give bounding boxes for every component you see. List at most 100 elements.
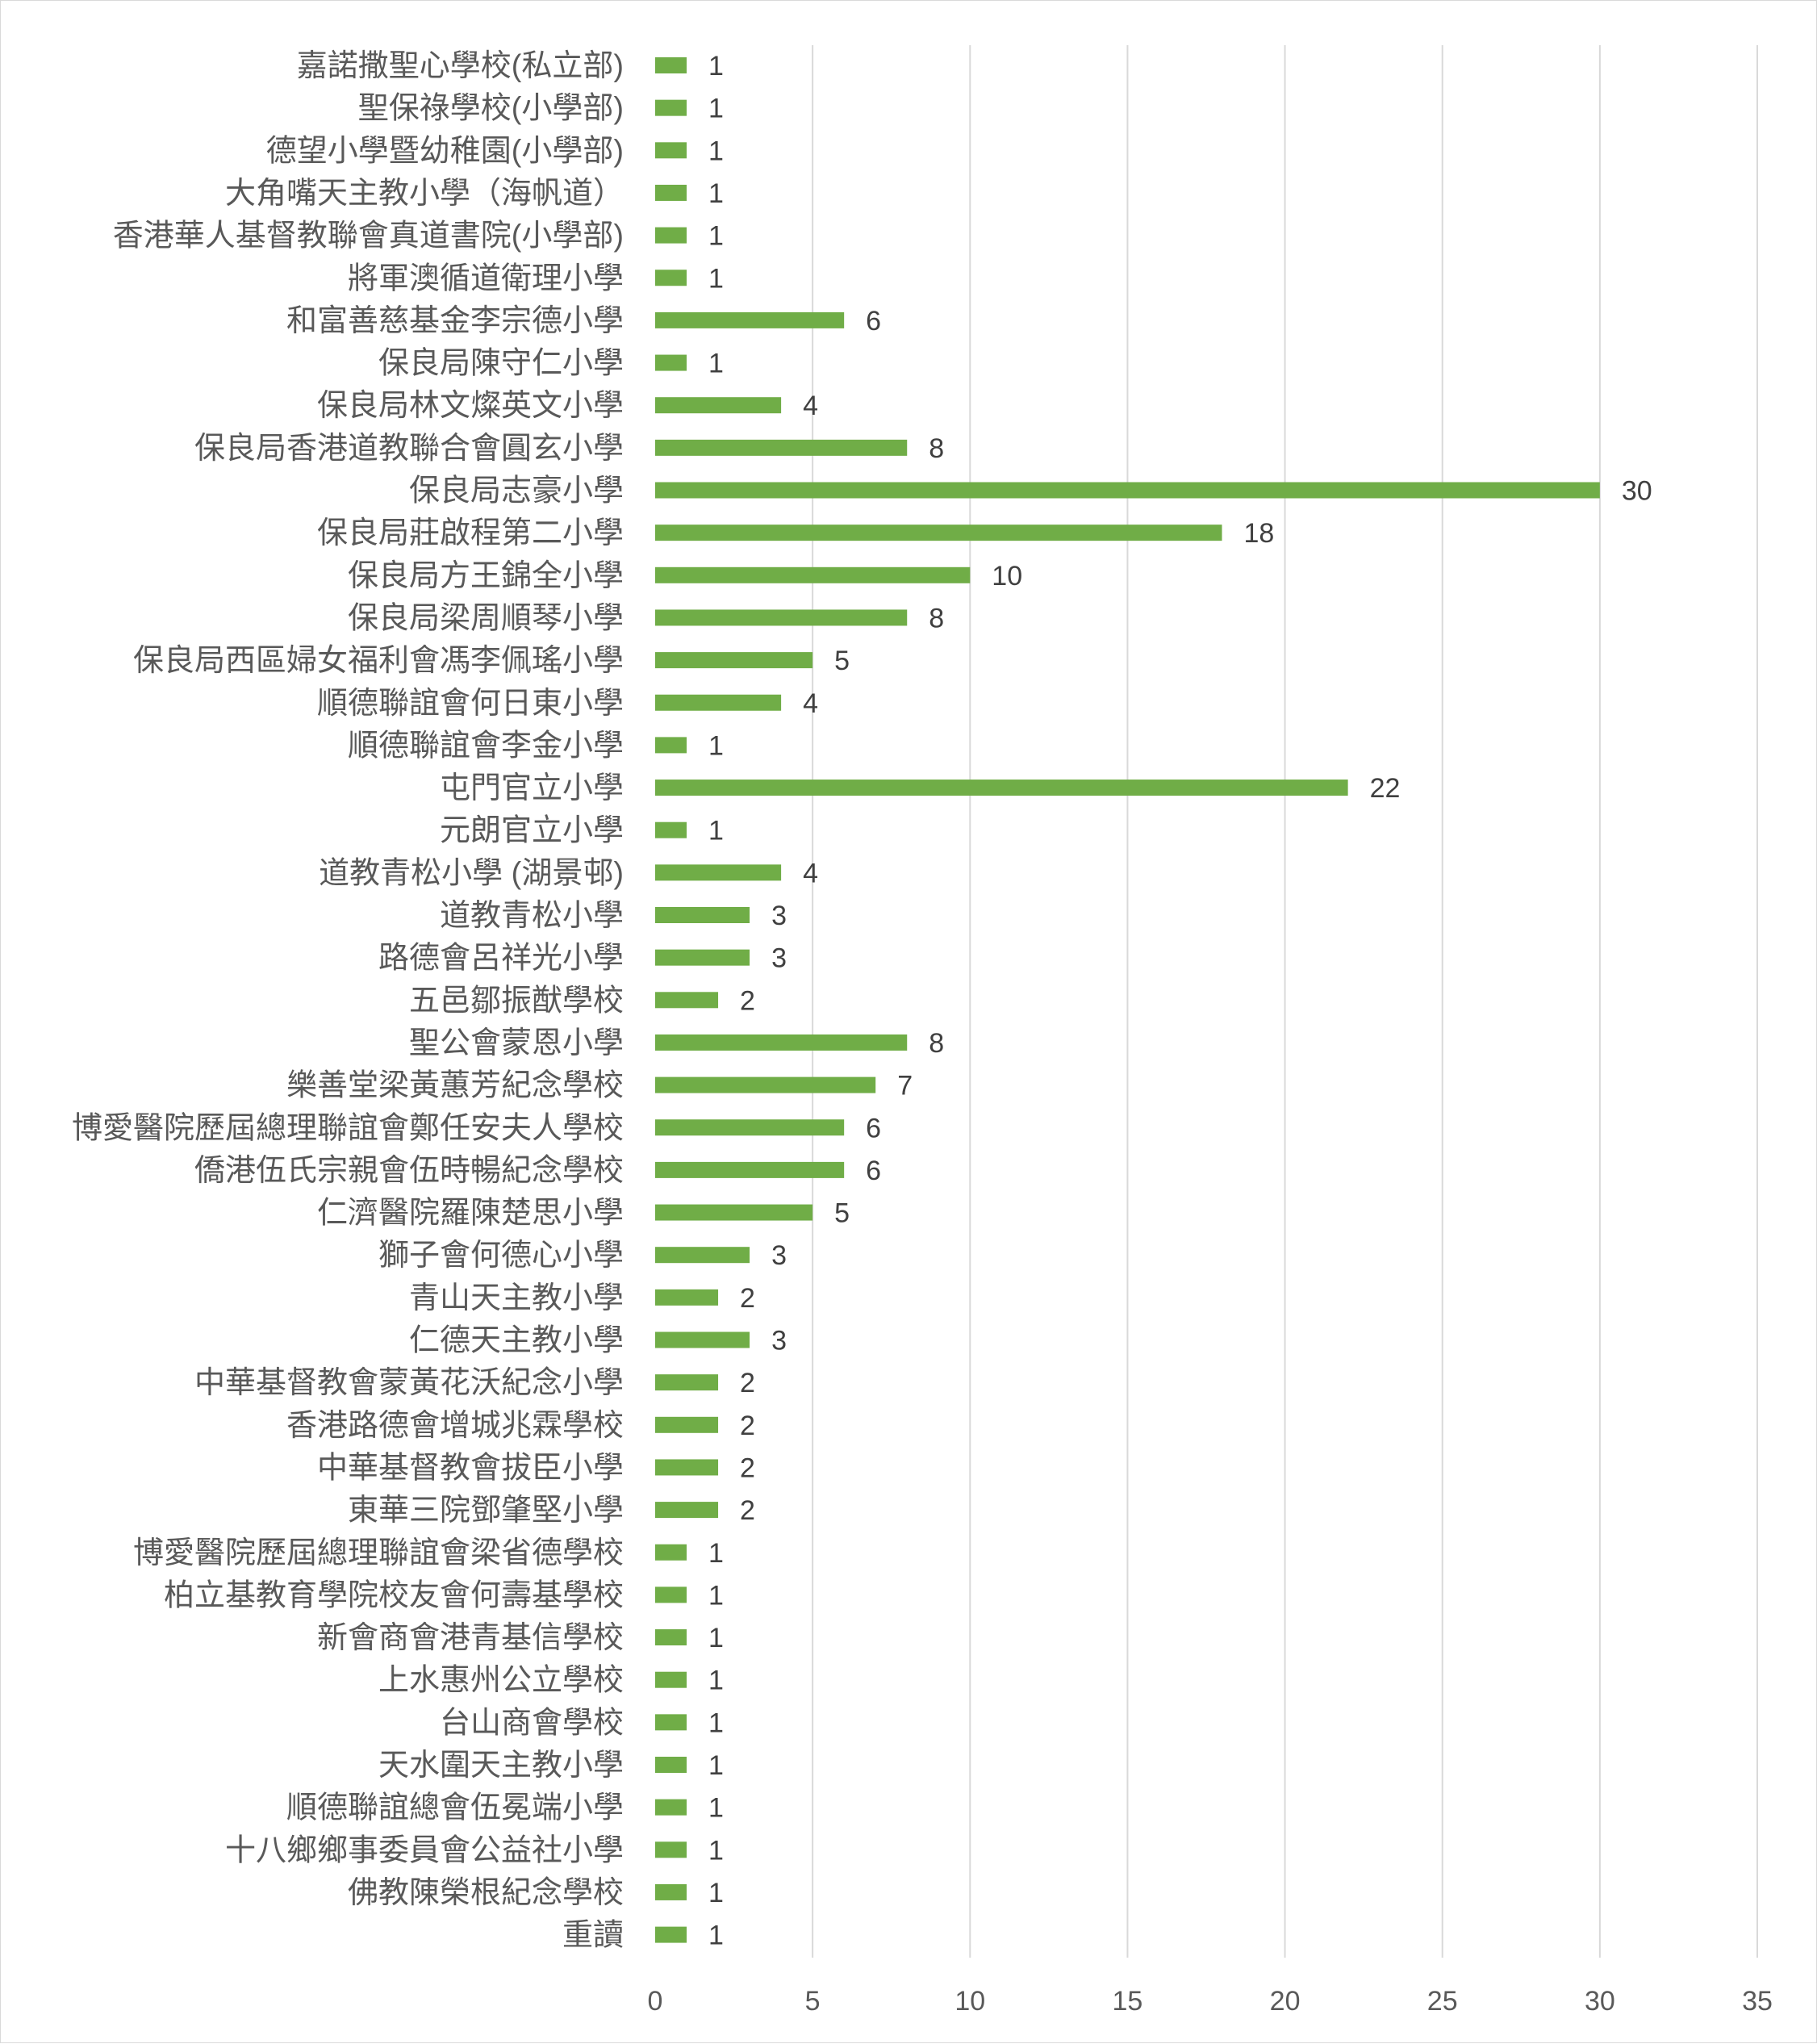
x-tick-label: 35	[1742, 1986, 1773, 2017]
bar	[655, 1416, 719, 1433]
bar	[655, 1671, 687, 1688]
category-label: 東華三院鄧肇堅小學	[348, 1494, 624, 1528]
category-label: 聖公會蒙恩小學	[409, 1026, 624, 1060]
category-label: 上水惠州公立學校	[378, 1664, 624, 1698]
data-label: 2	[740, 1411, 755, 1441]
data-label: 1	[708, 730, 724, 761]
data-label: 6	[866, 306, 881, 336]
data-label: 1	[708, 263, 724, 294]
data-label: 1	[708, 94, 724, 124]
bar	[655, 609, 908, 626]
data-label: 1	[708, 1878, 724, 1908]
bar	[655, 1289, 719, 1306]
bar	[655, 397, 782, 414]
data-label: 1	[708, 816, 724, 846]
data-label: 1	[708, 1793, 724, 1824]
category-label: 保良局西區婦女福利會馮李佩瑤小學	[133, 644, 624, 678]
category-label: 德望小學暨幼稚園(小學部)	[266, 134, 624, 168]
x-tick-label: 30	[1585, 1986, 1615, 2017]
category-label: 保良局莊啟程第二小學	[317, 516, 624, 550]
category-label: 保良局方王錦全小學	[348, 559, 624, 593]
category-label: 嘉諾撒聖心學校(私立部)	[297, 49, 624, 83]
data-label: 30	[1622, 476, 1652, 507]
category-label: 中華基督教會拔臣小學	[317, 1451, 624, 1485]
x-tick-label: 20	[1270, 1986, 1301, 2017]
bar	[655, 949, 750, 966]
bar	[655, 142, 687, 159]
category-label: 新會商會港青基信學校	[317, 1621, 624, 1655]
category-label: 樂善堂梁黃蕙芳紀念學校	[286, 1069, 624, 1103]
bar	[655, 354, 687, 371]
data-label: 22	[1370, 773, 1401, 804]
bar	[655, 1714, 687, 1731]
bar	[655, 1331, 750, 1348]
category-label: 保良局香港道教聯合會圓玄小學	[194, 432, 624, 466]
category-label: 香港華人基督教聯會真道書院(小學部)	[113, 219, 624, 253]
bar	[655, 227, 687, 244]
category-label: 保良局林文燦英文小學	[317, 389, 624, 423]
data-label: 2	[740, 1283, 755, 1314]
data-label: 2	[740, 985, 755, 1016]
data-label: 10	[992, 561, 1022, 591]
bar	[655, 1799, 687, 1816]
category-labels: 嘉諾撒聖心學校(私立部) 聖保祿學校(小學部) 德望小學暨幼稚園(小學部) 大角嘴天主…	[72, 49, 624, 1953]
data-label: 8	[929, 433, 944, 464]
data-label: 18	[1244, 518, 1275, 549]
bars	[655, 57, 1600, 1943]
data-label: 1	[708, 1666, 724, 1696]
category-label: 重讀	[562, 1919, 624, 1953]
category-label: 獅子會何德心小學	[378, 1239, 624, 1273]
category-label: 順德聯誼總會伍冕端小學	[286, 1791, 624, 1825]
category-label: 五邑鄒振猷學校	[409, 984, 624, 1018]
x-tick-label: 5	[805, 1986, 821, 2017]
data-label: 1	[708, 1538, 724, 1569]
data-label: 3	[771, 901, 787, 931]
category-label: 佛教陳榮根紀念學校	[348, 1876, 624, 1910]
category-label: 保良局陳守仁小學	[378, 347, 624, 381]
category-label: 仁濟醫院羅陳楚思小學	[317, 1197, 624, 1231]
category-label: 青山天主教小學	[409, 1281, 624, 1315]
data-label: 1	[708, 1921, 724, 1951]
bar	[655, 1161, 845, 1178]
category-label: 僑港伍氏宗親會伍時暢紀念學校	[194, 1154, 624, 1188]
bar	[655, 1204, 813, 1221]
data-label: 8	[929, 1028, 944, 1059]
data-label: 1	[708, 1623, 724, 1653]
category-label: 將軍澳循道衛理小學	[348, 261, 624, 295]
data-label: 5	[834, 646, 850, 676]
data-label: 1	[708, 51, 724, 82]
data-label: 1	[708, 1835, 724, 1866]
bar	[655, 57, 687, 73]
category-label: 博愛醫院歷屆總理聯誼會鄭任安夫人學校	[72, 1111, 624, 1145]
bar	[655, 439, 908, 456]
bar	[655, 1883, 687, 1900]
data-label: 1	[708, 349, 724, 379]
data-label: 1	[708, 178, 724, 209]
category-label: 路德會呂祥光小學	[378, 942, 624, 976]
bar	[655, 1119, 845, 1136]
x-tick-label: 15	[1113, 1986, 1143, 2017]
bar	[655, 184, 687, 201]
category-label: 道教青松小學	[440, 899, 624, 933]
bar	[655, 99, 687, 116]
data-label: 4	[803, 391, 818, 421]
category-label: 台山商會學校	[440, 1706, 624, 1740]
category-label: 元朗官立小學	[440, 814, 624, 848]
category-label: 順德聯誼會李金小學	[348, 729, 624, 763]
data-label: 3	[771, 1326, 787, 1356]
bar	[655, 992, 719, 1009]
bar	[655, 1586, 687, 1603]
data-label: 2	[740, 1495, 755, 1526]
data-label: 6	[866, 1113, 881, 1143]
x-tick-label: 25	[1427, 1986, 1458, 2017]
category-label: 順德聯誼會何日東小學	[317, 687, 624, 721]
bar	[655, 1459, 719, 1476]
data-label: 4	[803, 858, 818, 888]
bar	[655, 525, 1222, 541]
bar	[655, 1841, 687, 1858]
bar	[655, 1757, 687, 1773]
bar	[655, 270, 687, 286]
data-label: 2	[740, 1368, 755, 1398]
data-label: 1	[708, 1580, 724, 1611]
